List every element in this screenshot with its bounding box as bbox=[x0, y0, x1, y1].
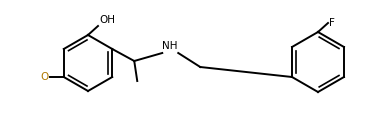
Text: OH: OH bbox=[99, 15, 115, 25]
Text: O: O bbox=[41, 72, 49, 82]
Text: NH: NH bbox=[162, 41, 178, 51]
Text: F: F bbox=[329, 18, 335, 28]
